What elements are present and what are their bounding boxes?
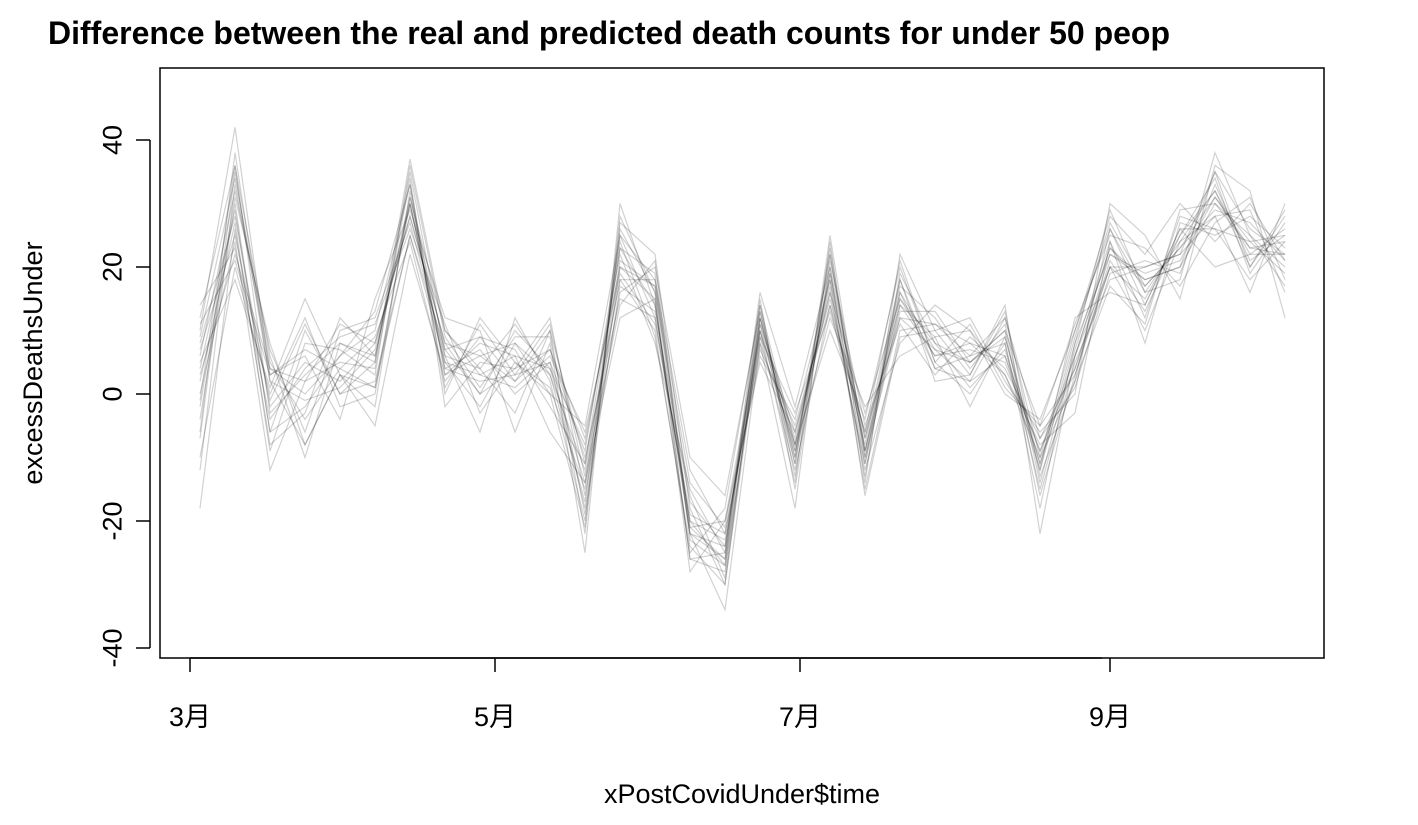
y-tick-label: 0	[97, 386, 127, 401]
x-tick-label: 5月	[474, 702, 516, 732]
y-tick-label: -20	[97, 501, 127, 540]
chart-title: Difference between the real and predicte…	[48, 15, 1170, 51]
series-line-17	[199, 184, 1286, 560]
series-line-1	[199, 202, 1286, 567]
x-tick-label: 3月	[169, 702, 211, 732]
series-line-7	[199, 127, 1286, 613]
series-line-9	[199, 190, 1286, 573]
series-line-16	[199, 170, 1286, 541]
series-lines	[199, 127, 1286, 613]
series-line-4	[199, 150, 1286, 587]
series-line-19	[199, 227, 1286, 529]
x-tick-label: 7月	[779, 702, 821, 732]
y-tick-label: -40	[97, 628, 127, 667]
y-axis-label: excessDeathsUnder	[18, 241, 48, 484]
x-axis: 3月 5月 7月 9月	[169, 657, 1131, 732]
y-tick-label: 40	[97, 125, 127, 155]
x-tick-label: 9月	[1089, 702, 1131, 732]
y-axis: -40 -20 0 20 40	[97, 125, 151, 668]
series-line-10	[199, 197, 1286, 535]
series-line-15	[199, 190, 1286, 567]
series-line-12	[199, 165, 1286, 548]
series-line-3	[199, 170, 1286, 555]
series-line-2	[199, 184, 1286, 536]
series-line-8	[199, 177, 1286, 497]
series-line-14	[199, 196, 1286, 529]
series-line-11	[199, 177, 1286, 561]
series-line-6	[199, 197, 1286, 555]
x-axis-label: xPostCovidUnder$time	[604, 779, 880, 809]
series-line-0	[199, 171, 1285, 548]
series-line-13	[199, 152, 1286, 586]
y-tick-label: 20	[97, 252, 127, 282]
series-line-20	[199, 165, 1286, 561]
series-line-5	[199, 202, 1286, 574]
series-line-18	[199, 184, 1286, 581]
